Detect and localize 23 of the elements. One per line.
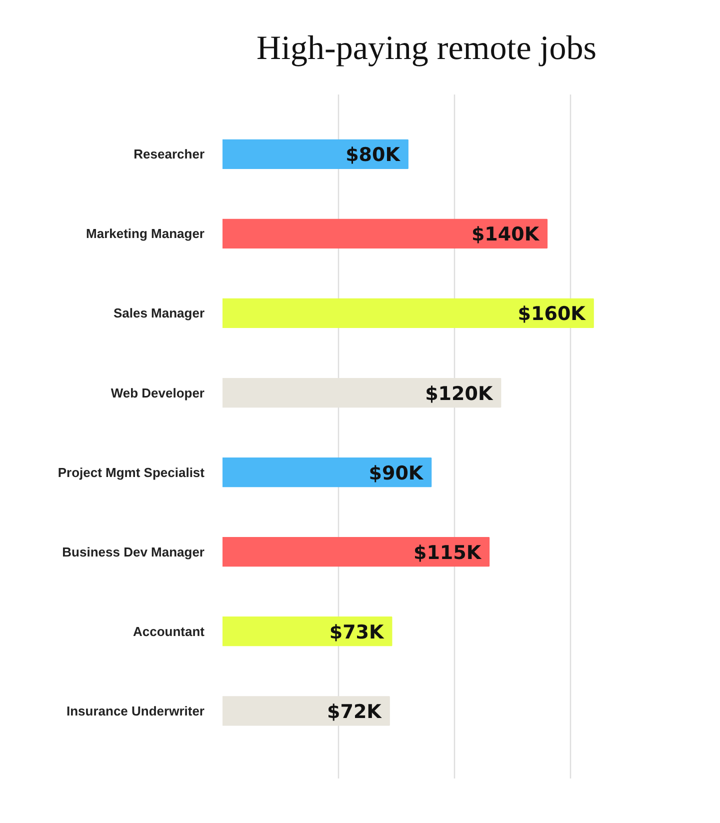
data-label: $115K [413, 542, 482, 564]
bar [222, 298, 594, 328]
data-label: $80K [346, 144, 402, 166]
y-tick-label: Insurance Underwriter [66, 703, 205, 718]
chart-title: High-paying remote jobs [256, 30, 596, 67]
bar [222, 537, 490, 567]
y-tick-label: Marketing Manager [86, 226, 205, 242]
y-tick-label: Researcher [134, 146, 204, 162]
data-label: $140K [471, 224, 540, 246]
y-tick-label: Sales Manager [113, 306, 204, 321]
bar [222, 616, 392, 646]
data-label: $120K [425, 382, 494, 405]
data-label: $160K [518, 303, 587, 326]
y-tick-label: Business Dev Manager [62, 544, 205, 560]
y-tick-label: Project Mgmt Specialist [58, 464, 206, 480]
bar [222, 139, 408, 169]
data-label: $73K [329, 621, 386, 644]
bar [222, 457, 432, 488]
y-tick-label: Web Developer [110, 385, 205, 400]
bar [222, 218, 548, 248]
y-tick-label: Accountant [133, 624, 206, 639]
data-label: $90K [368, 462, 424, 484]
data-label: $72K [327, 700, 383, 723]
